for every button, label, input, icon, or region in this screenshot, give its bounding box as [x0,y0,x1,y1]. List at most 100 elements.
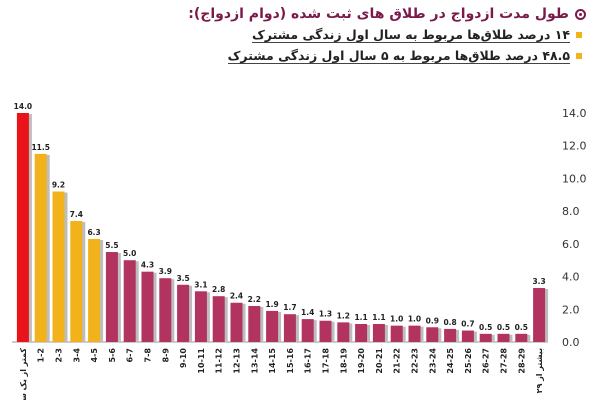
category-label: 12-13 [233,348,242,374]
category-label: 9-10 [179,348,188,368]
bar [123,260,136,342]
bar [230,302,243,342]
bar [533,288,546,342]
bar [70,220,83,342]
bar [515,333,528,342]
title-line: طول مدت ازدواج در طلاق های ثبت شده (دوام… [188,6,586,22]
bar-value-label: 1.3 [319,310,332,319]
bar-value-label: 3.9 [159,267,172,276]
bar-value-label: 3.3 [532,277,545,286]
y-tick-label: 12.0 [562,140,587,153]
bar [141,271,154,342]
y-tick-label: 6.0 [562,238,580,251]
bar-value-label: 1.1 [354,313,367,322]
bar [159,278,172,342]
bar-value-label: 7.4 [70,210,83,219]
category-label: 15-16 [286,348,295,374]
category-label: 14-15 [268,348,277,374]
bar [444,328,457,342]
category-label: 20-21 [375,348,384,374]
bar-value-label: 4.3 [141,261,154,270]
bar [248,306,261,342]
title-bullet-icon [575,8,586,20]
note-first-year: ۱۴ درصد طلاق‌ها مربوط به سال اول زندگی م… [188,27,582,43]
bar-value-label: 0.9 [426,316,439,325]
category-label: 8-9 [161,348,170,363]
bar [301,319,314,342]
category-label: 17-18 [322,348,331,374]
bar [390,325,403,342]
y-tick-label: 4.0 [562,271,580,284]
y-tick-label: 10.0 [562,172,587,185]
bar [212,296,225,342]
bar-value-label: 0.5 [515,323,528,332]
bar-value-label: 0.5 [479,323,492,332]
y-tick-label: 2.0 [562,303,580,316]
bar-value-label: 6.3 [87,228,100,237]
bar-value-label: 3.1 [194,280,207,289]
category-label: 24-25 [446,348,455,374]
bar [408,325,421,342]
bar [88,238,101,342]
category-label: 23-24 [428,348,437,374]
note-bullet-icon [576,32,582,38]
bar-value-label: 1.0 [390,315,403,324]
bar-value-label: 0.8 [443,318,456,327]
y-tick-label: 14.0 [562,107,587,120]
category-label: 5-6 [108,348,117,363]
category-label: 25-26 [464,348,473,374]
bar [194,291,207,342]
category-label: 6-7 [126,348,135,362]
bar-value-label: 9.2 [52,181,65,190]
note-first-year-text: ۱۴ درصد طلاق‌ها مربوط به سال اول زندگی م… [252,27,570,43]
chart-header: طول مدت ازدواج در طلاق های ثبت شده (دوام… [188,6,586,64]
bar [52,191,65,342]
bar-value-label: 1.1 [372,313,385,322]
bar-value-label: 1.2 [337,311,350,320]
bar-value-label: 2.2 [248,295,261,304]
bar [16,113,29,342]
note-first-five-years-text: ۴۸.۵ درصد طلاق‌ها مربوط به ۵ سال اول زند… [227,48,570,64]
bar-value-label: 0.7 [461,320,474,329]
bar-value-label: 0.5 [497,323,510,332]
category-label: 10-11 [197,348,206,374]
note-first-five-years: ۴۸.۵ درصد طلاق‌ها مربوط به ۵ سال اول زند… [188,48,582,64]
category-label: 28-29 [517,348,526,374]
bar-value-label: 5.5 [105,241,118,250]
category-label: 16-17 [304,348,313,374]
bar [372,324,385,342]
category-label: 2-3 [55,348,64,362]
bar [266,310,279,342]
bar-value-label: 1.0 [408,315,421,324]
bar [105,252,118,342]
bar [479,333,492,342]
bar-value-label: 3.5 [176,274,189,283]
category-label: 19-20 [357,348,366,374]
bar [461,330,474,342]
category-label: 4-5 [90,348,99,363]
bar-value-label: 2.4 [230,292,243,301]
y-tick-label: 0.0 [562,336,580,349]
bar-value-label: 2.8 [212,285,225,294]
category-label: کمتر از یک سال [19,348,28,400]
bar-value-label: 11.5 [31,143,50,152]
bar [177,284,190,342]
y-tick-label: 8.0 [562,205,580,218]
category-label: 21-22 [393,348,402,374]
category-label: 11-12 [215,348,224,374]
bar-value-label: 5.0 [123,249,136,258]
bar-value-label: 1.9 [265,300,278,309]
bar-value-label: 1.4 [301,308,314,317]
category-label: 1-2 [37,348,46,362]
bar [497,333,510,342]
bar [283,314,296,342]
bar [355,324,368,342]
category-label: 18-19 [339,348,348,374]
chart-title: طول مدت ازدواج در طلاق های ثبت شده (دوام… [188,6,569,22]
category-label: 7-8 [144,348,153,363]
note-bullet-icon [576,53,582,59]
bar-value-label: 1.7 [283,303,296,312]
category-label: 27-28 [500,348,509,374]
bar [426,327,439,342]
